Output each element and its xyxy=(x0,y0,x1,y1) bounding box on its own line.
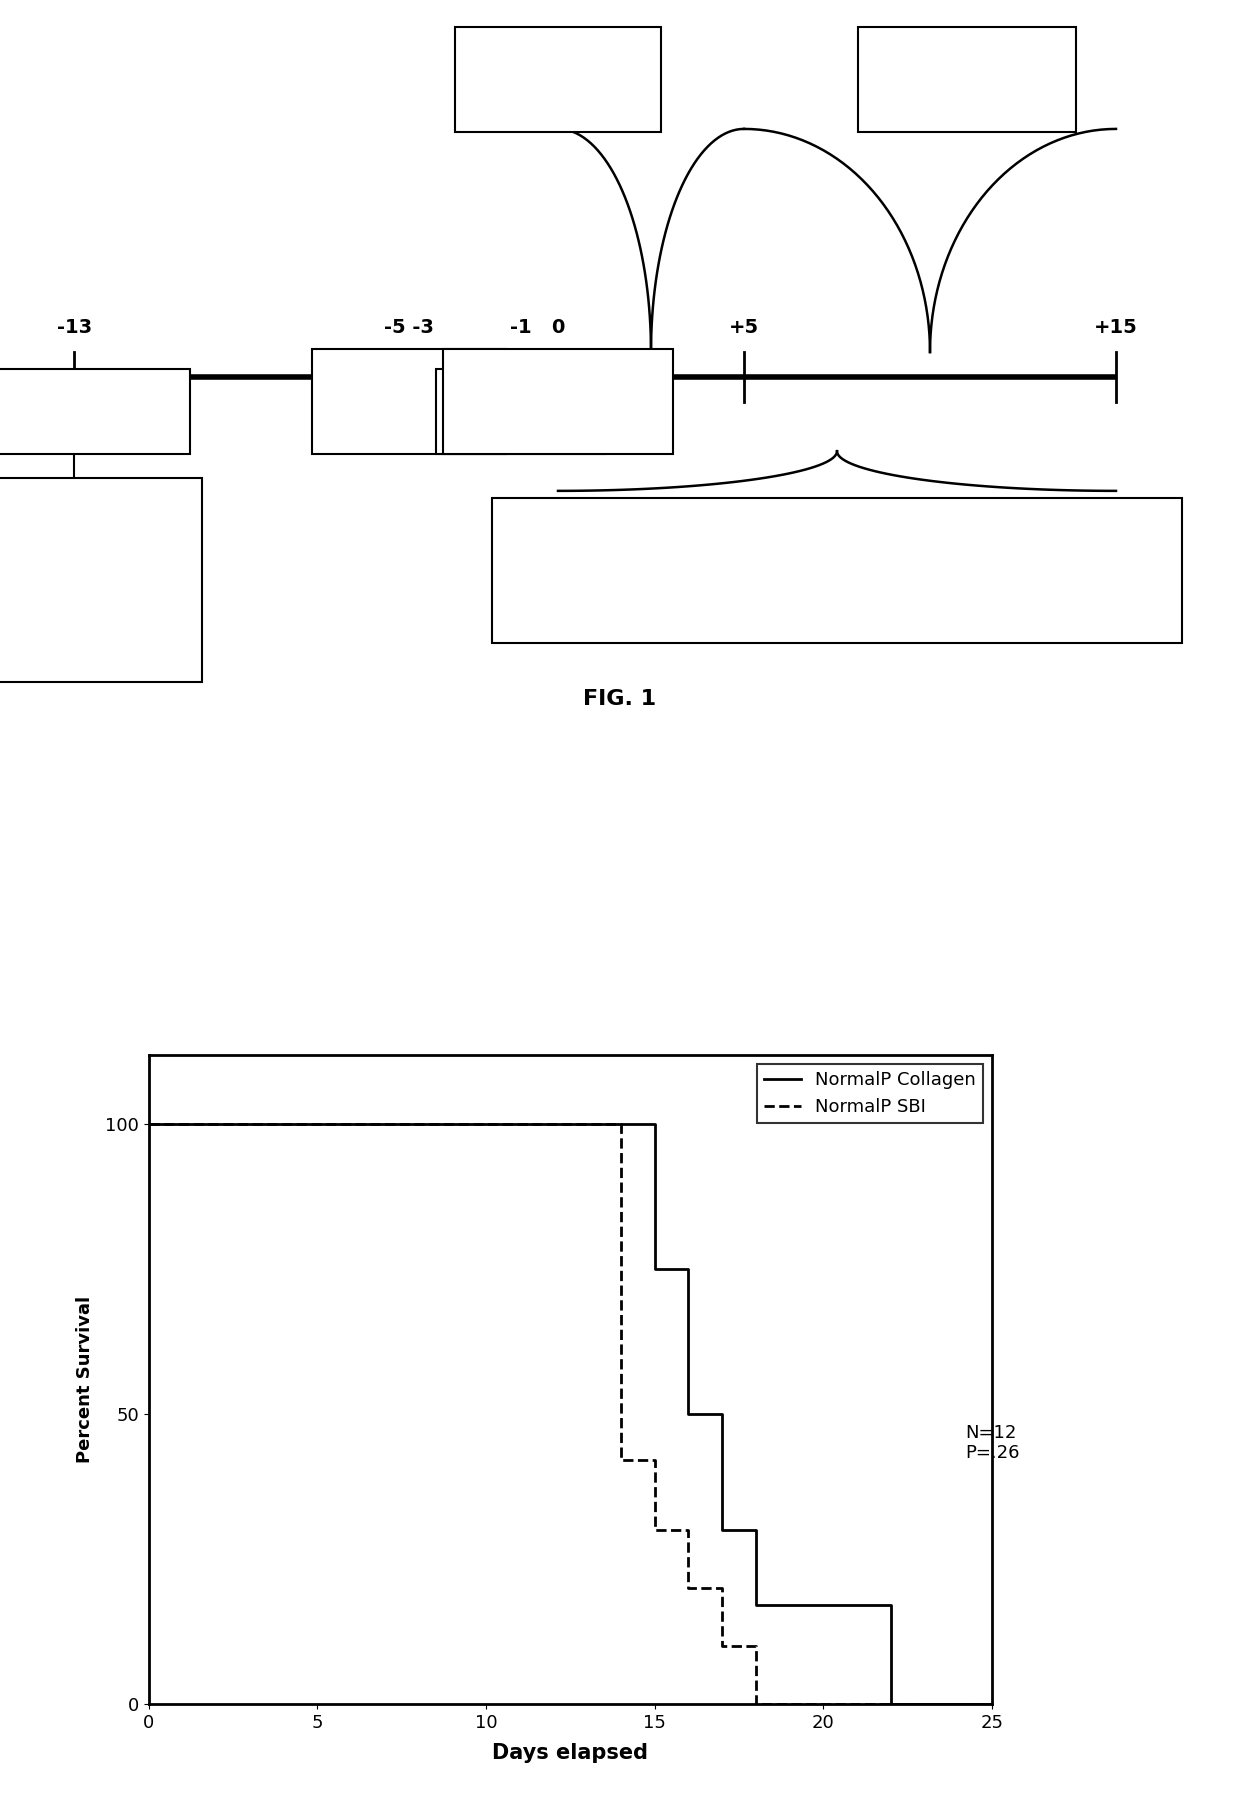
NormalP SBI xyxy=(681,1578,696,1599)
FancyBboxPatch shape xyxy=(0,370,190,454)
NormalP SBI xyxy=(749,1646,764,1668)
Line: NormalP Collagen: NormalP Collagen xyxy=(149,1125,992,1704)
NormalP Collagen xyxy=(647,1258,662,1280)
NormalP SBI xyxy=(141,1114,156,1136)
Text: Oral cocktail
of antibiotics: Oral cocktail of antibiotics xyxy=(356,382,463,422)
FancyBboxPatch shape xyxy=(0,478,202,682)
FancyBboxPatch shape xyxy=(312,350,506,454)
NormalP Collagen xyxy=(647,1258,662,1280)
Text: +15: +15 xyxy=(1094,317,1138,337)
NormalP Collagen xyxy=(985,1693,999,1715)
Text: -13: -13 xyxy=(57,317,92,337)
NormalP SBI xyxy=(681,1578,696,1599)
NormalP Collagen xyxy=(714,1520,729,1542)
Text: +5: +5 xyxy=(729,317,759,337)
NormalP SBI xyxy=(749,1693,764,1715)
Text: Vancomycin: Vancomycin xyxy=(503,70,613,88)
NormalP Collagen xyxy=(141,1114,156,1136)
NormalP SBI xyxy=(614,1201,629,1222)
X-axis label: Days elapsed: Days elapsed xyxy=(492,1744,649,1763)
Text: 10: 10 xyxy=(506,418,527,435)
NormalP SBI xyxy=(714,1635,729,1657)
Text: Expected
symptoms: Expected symptoms xyxy=(920,59,1014,99)
NormalP SBI xyxy=(985,1693,999,1715)
Text: 5: 5 xyxy=(527,406,534,418)
NormalP Collagen xyxy=(580,1114,595,1136)
FancyBboxPatch shape xyxy=(858,27,1076,132)
NormalP SBI xyxy=(714,1635,729,1657)
Text: -1: -1 xyxy=(510,317,532,337)
NormalP Collagen xyxy=(883,1693,898,1715)
NormalP SBI xyxy=(614,1450,629,1471)
Text: Colonize with: Colonize with xyxy=(502,379,614,395)
FancyBboxPatch shape xyxy=(443,350,673,454)
Line: NormalP SBI: NormalP SBI xyxy=(149,1125,992,1704)
FancyBboxPatch shape xyxy=(492,498,1182,642)
NormalP Collagen xyxy=(749,1594,764,1615)
NormalP Collagen xyxy=(883,1594,898,1615)
Text: FIG. 1: FIG. 1 xyxy=(584,689,656,709)
Text: N=12
P=.26: N=12 P=.26 xyxy=(965,1424,1019,1462)
NormalP SBI xyxy=(647,1520,662,1542)
NormalP SBI xyxy=(580,1114,595,1136)
Text: Mouse diet starts: Mouse diet starts xyxy=(2,402,146,420)
NormalP Collagen xyxy=(749,1594,764,1615)
FancyBboxPatch shape xyxy=(436,370,605,454)
NormalP Collagen xyxy=(681,1403,696,1424)
NormalP SBI xyxy=(647,1520,662,1542)
Text: SBI reduced to 5 mg/ml in drinking water
additional 20mg SBI or HC gavaged (200 : SBI reduced to 5 mg/ml in drinking water… xyxy=(619,545,1055,597)
Y-axis label: Percent Survival: Percent Survival xyxy=(76,1296,94,1462)
Text: 0: 0 xyxy=(552,317,564,337)
NormalP Collagen xyxy=(714,1520,729,1542)
Text: -5 -3: -5 -3 xyxy=(384,317,434,337)
Text: SBI or HC starts
drinking water
(10mg/ml
~ estimated 40 mg
per mouse/day): SBI or HC starts drinking water (10mg/ml… xyxy=(0,535,149,626)
FancyBboxPatch shape xyxy=(455,27,661,132)
Text: clindamycin: clindamycin xyxy=(471,402,570,420)
Text: CFU C. difficile: CFU C. difficile xyxy=(533,418,660,435)
NormalP Collagen xyxy=(681,1403,696,1424)
Legend: NormalP Collagen, NormalP SBI: NormalP Collagen, NormalP SBI xyxy=(758,1064,983,1123)
